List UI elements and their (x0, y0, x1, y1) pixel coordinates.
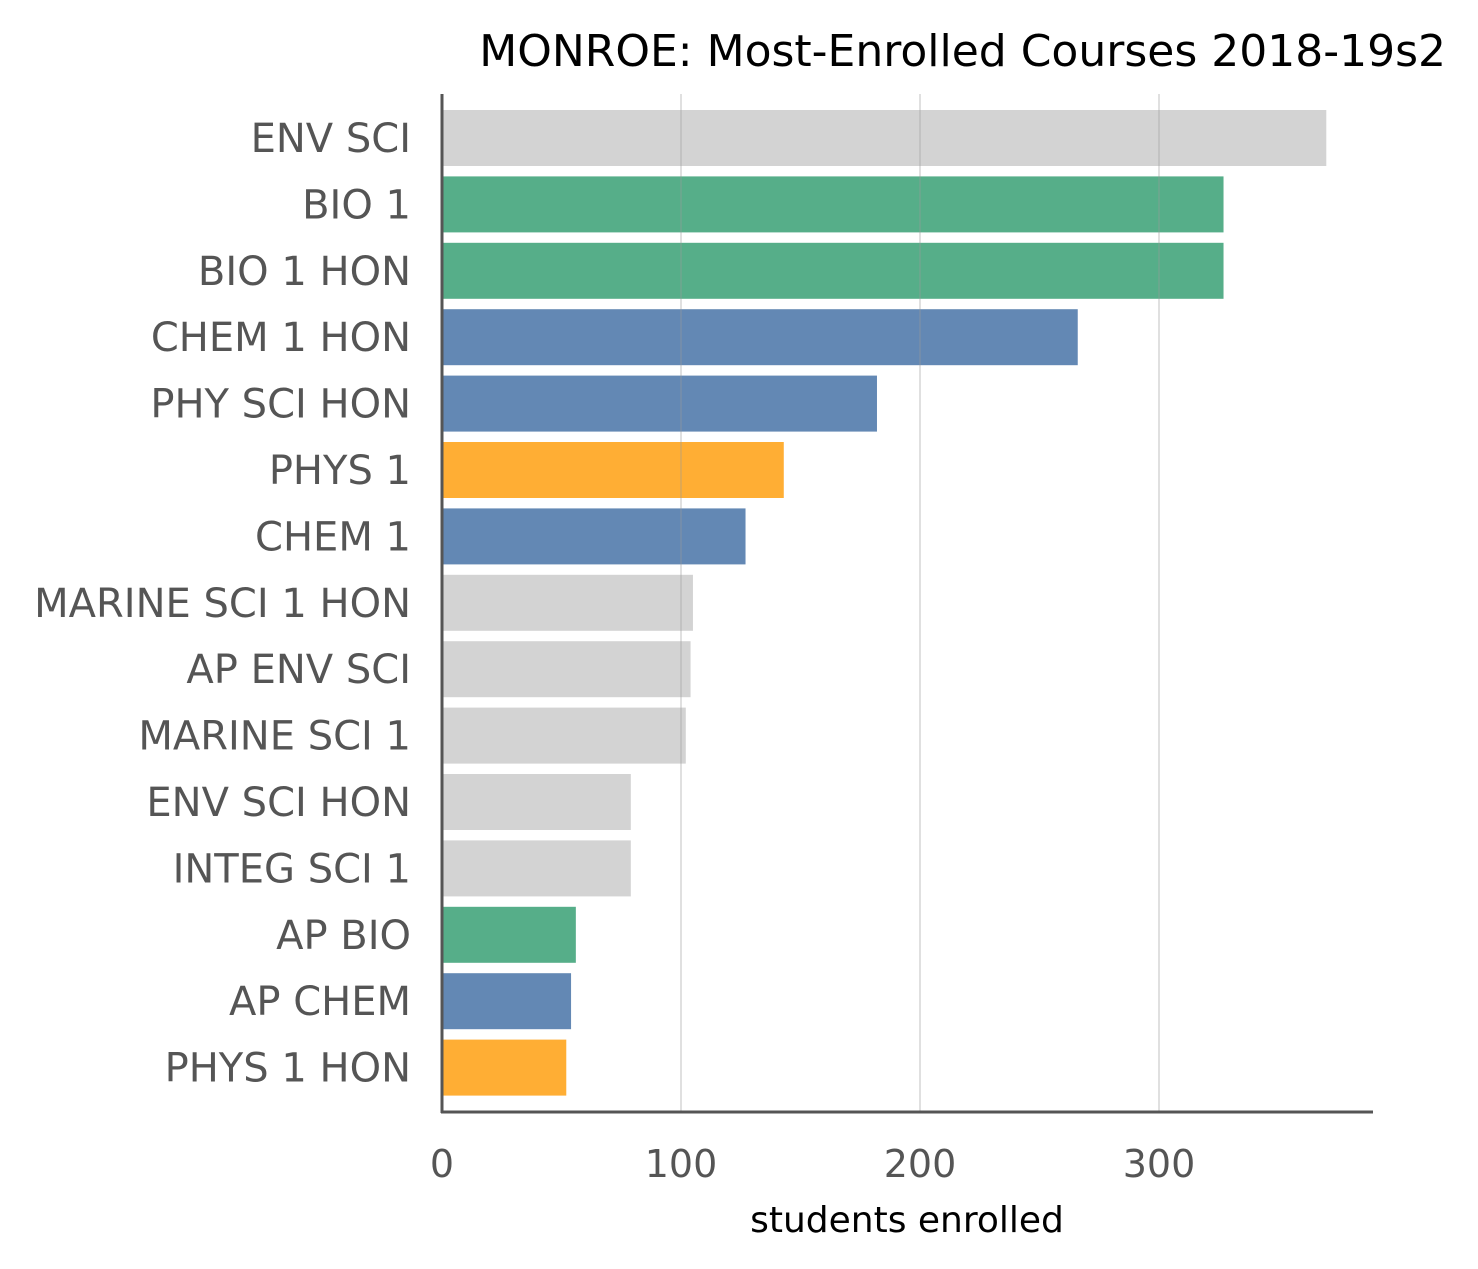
grid-lines (680, 94, 1160, 1112)
category-label: PHY SCI HON (150, 382, 411, 428)
category-label: PHYS 1 (269, 448, 411, 494)
bar (443, 375, 877, 432)
category-label: INTEG SCI 1 (173, 846, 411, 892)
category-label: MARINE SCI 1 (138, 714, 411, 760)
chart-title: MONROE: Most-Enrolled Courses 2018-19s2 (479, 26, 1446, 77)
bar (443, 906, 576, 963)
bar (443, 840, 631, 897)
category-label: MARINE SCI 1 HON (34, 581, 411, 627)
category-label: ENV SCI HON (146, 780, 411, 826)
category-label: CHEM 1 HON (151, 315, 411, 361)
category-label: AP BIO (276, 913, 411, 959)
x-tick-label: 200 (884, 1142, 957, 1186)
category-label: BIO 1 HON (198, 249, 411, 295)
bar (443, 641, 691, 698)
category-label: ENV SCI (251, 116, 411, 162)
bar (443, 110, 1327, 166)
x-axis-ticks: 0 100 200 300 (430, 1142, 1195, 1186)
bar (443, 774, 631, 830)
x-tick-label: 300 (1123, 1142, 1196, 1186)
bar (443, 242, 1224, 299)
category-label: AP CHEM (229, 979, 411, 1025)
bar (443, 707, 686, 764)
bar (443, 973, 572, 1030)
bar (443, 508, 746, 565)
bar (443, 574, 693, 631)
x-tick-label: 0 (430, 1142, 454, 1186)
category-label: PHYS 1 HON (165, 1046, 411, 1092)
bars (443, 110, 1327, 1096)
bar (443, 176, 1224, 233)
x-axis-title: students enrolled (750, 1200, 1064, 1241)
category-labels: ENV SCI BIO 1 BIO 1 HON CHEM 1 HON PHY SCI H… (34, 116, 411, 1092)
bar (443, 1039, 567, 1096)
category-label: AP ENV SCI (186, 647, 411, 693)
x-tick-label: 100 (645, 1142, 718, 1186)
bar (443, 442, 784, 498)
category-label: CHEM 1 (255, 514, 411, 560)
bar (443, 309, 1078, 366)
category-label: BIO 1 (302, 182, 411, 228)
